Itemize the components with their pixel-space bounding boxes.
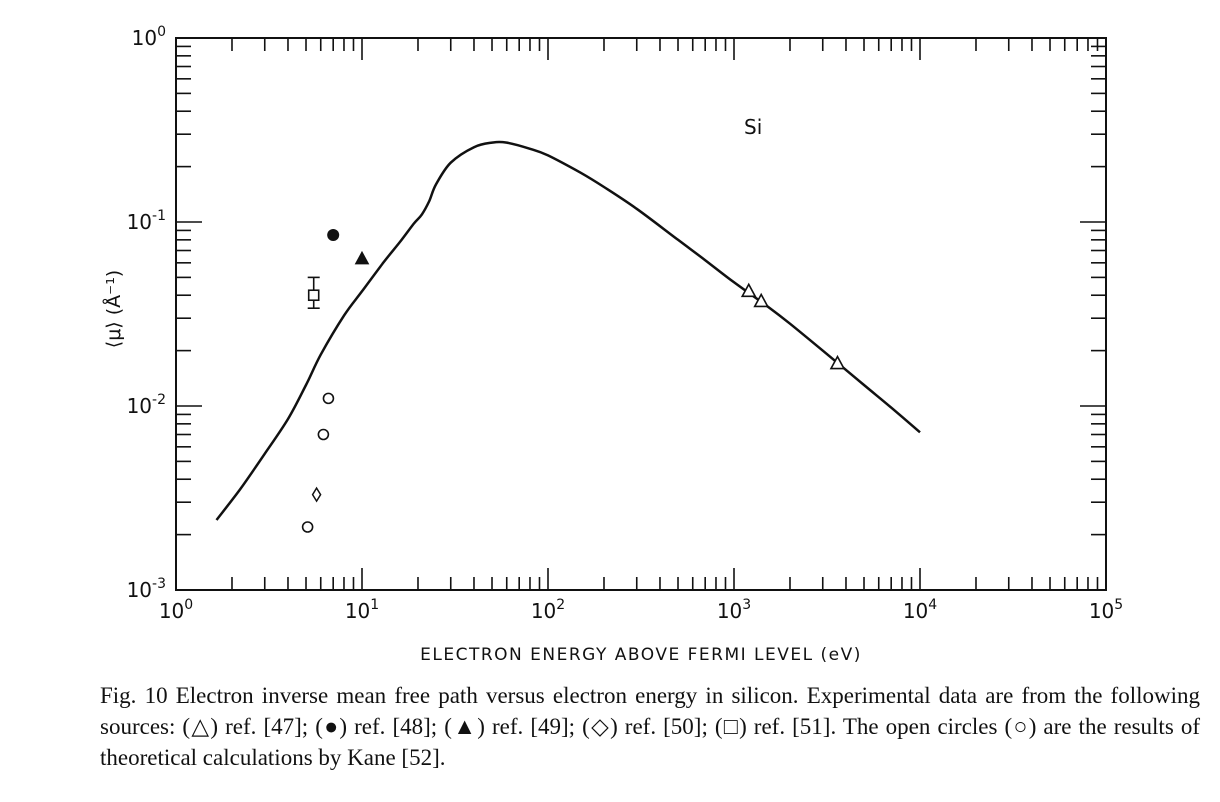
open-square-marker: [307, 289, 320, 302]
open-diamond-marker: [311, 486, 322, 503]
open-triangle-marker: [753, 292, 770, 308]
y-tick-label: 10-3: [127, 576, 166, 602]
open-circle-marker: [317, 428, 330, 441]
filled-triangle-marker: [354, 250, 370, 265]
plot-frame: [175, 37, 1107, 591]
open-triangle-marker: [829, 354, 846, 370]
filled-circle-marker: [327, 228, 340, 241]
y-tick-label: 100: [132, 24, 166, 50]
x-tick-label: 100: [159, 597, 193, 623]
y-tick-label: 10-1: [127, 208, 166, 234]
material-annotation: Si: [744, 115, 762, 139]
axis-ticks: [175, 38, 1106, 591]
x-tick-label: 103: [717, 597, 751, 623]
x-tick-label: 102: [531, 597, 565, 623]
x-axis-label: ELECTRON ENERGY ABOVE FERMI LEVEL (eV): [420, 645, 862, 665]
theory-curve: [215, 140, 921, 521]
chart: 100 101 102 103 104 105 10-3 10-2 10-1 100 ELECTR…: [102, 24, 1124, 665]
data-markers: [301, 228, 846, 533]
x-tick-label: 101: [345, 597, 379, 623]
y-tick-label: 10-2: [127, 392, 166, 418]
y-axis-label: ⟨μ⟩ (Å⁻¹): [102, 270, 125, 348]
open-circle-marker: [322, 392, 335, 405]
open-triangle-marker: [740, 282, 757, 298]
open-circle-marker: [301, 521, 314, 533]
x-tick-label: 105: [1089, 597, 1123, 623]
figure-caption: Fig. 10 Electron inverse mean free path …: [100, 683, 1200, 770]
x-tick-label: 104: [903, 597, 937, 623]
tick-labels: 100 101 102 103 104 105 10-3 10-2 10-1 100: [127, 24, 1124, 623]
